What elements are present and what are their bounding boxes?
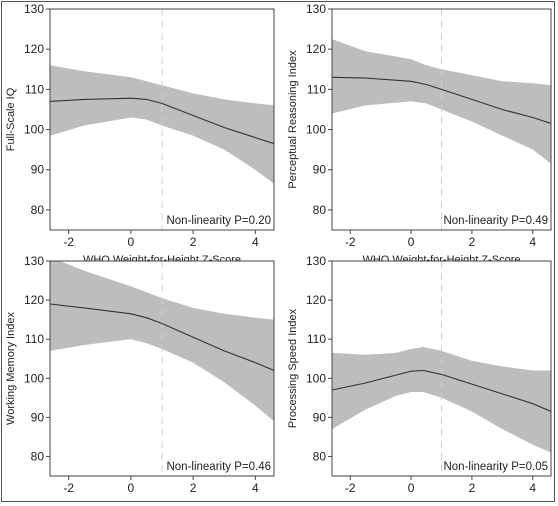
x-tick-label: -2 [345,481,356,495]
y-tick-label: 90 [31,163,45,177]
plot-frame [49,260,275,477]
y-axis-label: Working Memory Index [5,312,17,425]
fit-line [332,76,551,125]
fit-line [50,303,274,372]
y-tick-label: 100 [24,123,44,137]
x-tick-label: 2 [469,481,476,495]
y-tick-label: 130 [306,254,326,268]
x-tick-label: -2 [63,235,74,249]
y-tick-label: 90 [31,410,45,424]
y-tick-label: 120 [306,42,326,56]
x-tick-label: 0 [128,481,135,495]
y-tick-label: 80 [31,449,45,463]
confidence-band [50,65,274,184]
y-tick-label: 120 [24,42,44,56]
non-linearity-annotation: Non-linearity P=0.20 [166,215,271,227]
y-tick-label: 110 [307,332,326,346]
plot-frame [49,8,275,231]
plot-frame [331,8,552,231]
figure-canvas: 80 90 100 110 120 130 -2 0 2 4 WHO Weight-for-Heig… [5,2,552,506]
y-tick-label: 100 [306,371,326,385]
y-tick-label: 110 [25,82,44,96]
x-tick-label: 2 [469,235,476,249]
y-tick-label: 130 [24,2,44,16]
x-tick-label: 4 [529,235,536,249]
x-tick-label: 4 [252,481,259,495]
x-tick-label: 2 [190,235,197,249]
fit-line [50,97,274,145]
x-tick-label: -2 [345,235,356,249]
y-tick-label: 90 [313,163,327,177]
x-tick-label: 0 [408,481,415,495]
y-tick-label: 90 [313,410,327,424]
y-tick-label: 120 [24,293,44,307]
y-tick-label: 120 [306,293,326,307]
y-axis-label: Full-Scale IQ [5,87,17,151]
y-axis-label: Perceptual Reasoning Index [287,50,299,189]
confidence-band [332,347,551,453]
y-tick-label: 80 [313,203,327,217]
x-tick-label: 2 [190,481,197,495]
y-tick-label: 80 [313,449,327,463]
y-tick-label: 100 [306,123,326,137]
x-tick-label: -2 [63,481,74,495]
y-tick-label: 110 [25,332,44,346]
y-tick-label: 100 [24,371,44,385]
y-tick-label: 130 [24,254,44,268]
x-tick-label: 4 [529,481,536,495]
x-axis-label: WHO Weight-for-Height Z-Score [362,500,520,501]
x-tick-label: 0 [128,235,135,249]
plot-frame [331,260,552,477]
y-tick-label: 110 [307,82,326,96]
x-tick-label: 4 [252,235,259,249]
chart-panel-working-memory: 80 90 100 110 120 130 -2 0 2 4 WHO Weight-for-Heig… [5,254,275,506]
confidence-band [332,39,551,164]
y-tick-label: 80 [31,203,45,217]
non-linearity-annotation: Non-linearity P=0.05 [443,461,548,473]
confidence-band [50,261,274,422]
x-axis-label: WHO Weight-for-Height Z-Score [83,500,241,501]
fit-line [332,369,551,413]
x-tick-label: 0 [408,235,415,249]
non-linearity-annotation: Non-linearity P=0.49 [443,215,548,227]
y-axis-label: Processing Speed Index [287,308,299,428]
non-linearity-annotation: Non-linearity P=0.46 [166,461,271,473]
y-tick-label: 130 [306,2,326,16]
chart-panel-processing-speed: 80 90 100 110 120 130 -2 0 2 4 WHO Weight-for-Heig… [287,254,552,506]
